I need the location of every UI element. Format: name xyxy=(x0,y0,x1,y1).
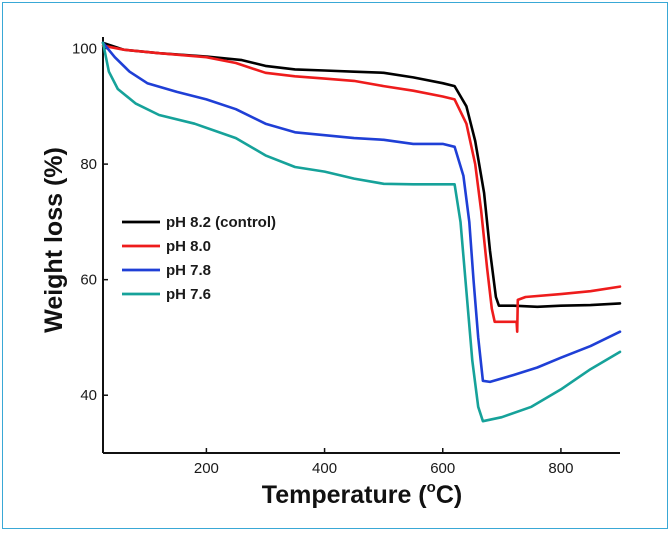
x-tick-label: 400 xyxy=(312,460,337,477)
series-line-4 xyxy=(101,41,622,423)
series-layer xyxy=(101,41,622,423)
x-tick-label: 600 xyxy=(430,460,455,477)
x-tick-label: 200 xyxy=(194,460,219,477)
x-tick-label: 800 xyxy=(548,460,573,477)
y-tick-label: 40 xyxy=(80,387,97,404)
plot-axes xyxy=(102,37,620,454)
x-axis-title-main: Temperature ( xyxy=(262,481,428,509)
figure-frame xyxy=(2,2,668,529)
legend-label-4: pH 7.6 xyxy=(166,286,211,303)
legend-label-2: pH 8.0 xyxy=(166,238,211,255)
series-line-3 xyxy=(101,41,622,384)
legend: pH 8.2 (control) pH 8.0 pH 7.8 pH 7.6 xyxy=(122,214,276,303)
legend-label-1: pH 8.2 (control) xyxy=(166,214,276,231)
x-axis-title-unit: C) xyxy=(436,481,462,509)
y-axis-title: Weight loss (%) xyxy=(40,147,68,333)
y-tick-label: 100 xyxy=(72,41,97,58)
legend-label-3: pH 7.8 xyxy=(166,262,211,279)
x-axis-title-degree: o xyxy=(427,479,436,496)
y-tick-label: 60 xyxy=(80,272,97,289)
tick-layer: 200 400 600 800 40 60 80 100 xyxy=(72,41,573,477)
y-tick-label: 80 xyxy=(80,156,97,173)
series-line-2 xyxy=(101,44,622,334)
x-axis-title: Temperature (oC) xyxy=(262,479,462,509)
